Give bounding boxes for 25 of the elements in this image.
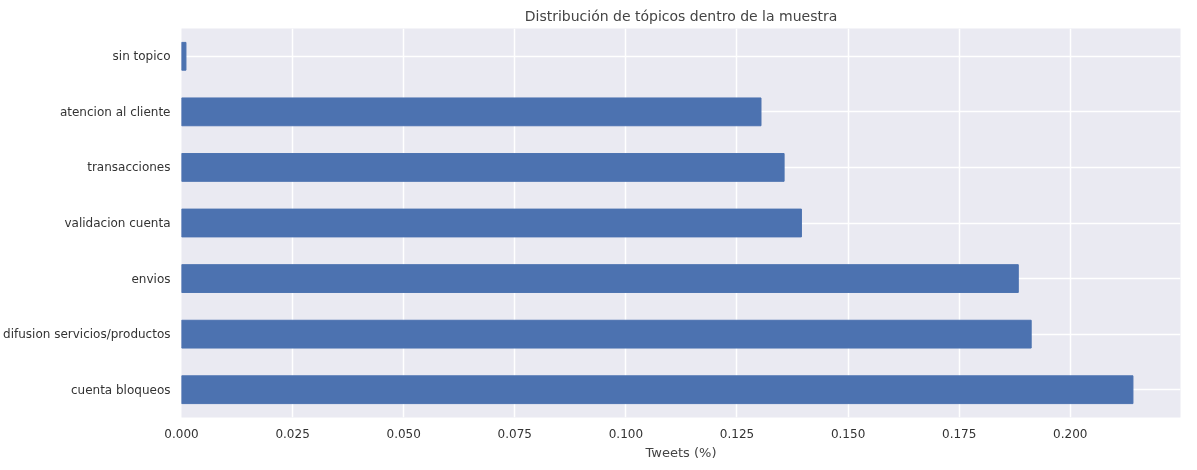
chart-title: Distribución de tópicos dentro de la muestra bbox=[524, 7, 838, 24]
x-tick-label: 0.175 bbox=[942, 426, 977, 441]
y-tick-label: cuenta bloqueos bbox=[70, 382, 171, 397]
bar bbox=[181, 97, 762, 127]
x-tick-label: 0.100 bbox=[608, 426, 644, 441]
y-tick-label: envios bbox=[131, 271, 171, 286]
y-tick-label: transacciones bbox=[87, 160, 171, 175]
x-tick-label: 0.150 bbox=[830, 426, 866, 441]
bar bbox=[181, 208, 802, 238]
x-tick-label: 0.125 bbox=[719, 426, 755, 441]
bar bbox=[181, 319, 1032, 349]
x-tick-label: 0.200 bbox=[1053, 426, 1088, 441]
y-tick-label: difusion servicios/productos bbox=[3, 327, 171, 342]
x-tick-label: 0.025 bbox=[275, 426, 310, 441]
bar bbox=[181, 264, 1019, 293]
y-tick-label: validacion cuenta bbox=[64, 216, 171, 230]
y-tick-label: sin topico bbox=[112, 49, 171, 64]
x-tick-label: 0.000 bbox=[164, 426, 199, 441]
bar bbox=[181, 153, 785, 182]
x-axis-title: Tweets (%) bbox=[644, 444, 717, 460]
bar bbox=[181, 41, 187, 71]
bar bbox=[181, 375, 1134, 405]
x-tick-label: 0.075 bbox=[497, 426, 532, 441]
y-tick-label: atencion al cliente bbox=[59, 104, 171, 119]
x-tick-label: 0.050 bbox=[386, 426, 421, 441]
